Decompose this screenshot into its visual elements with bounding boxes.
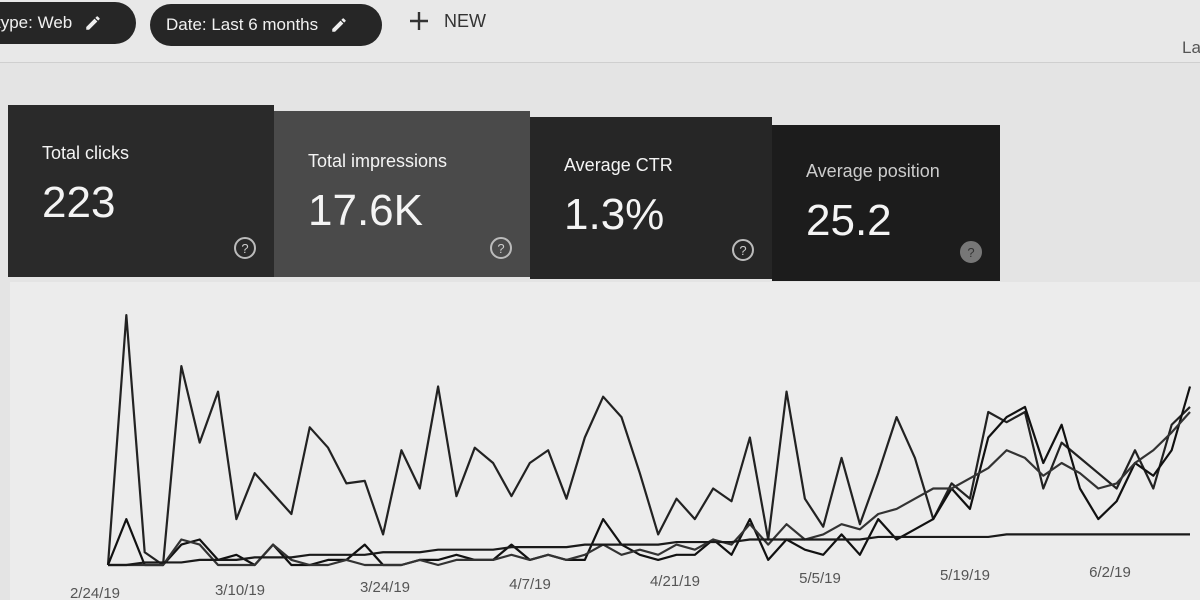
metric-cards: Total clicks 223 ? Total impressions 17.… — [8, 105, 1000, 281]
card-average-position[interactable]: Average position 25.2 ? — [772, 125, 1000, 281]
x-tick-label: 6/2/19 — [1089, 564, 1131, 581]
performance-chart: 2/24/19 3/10/19 3/24/19 4/7/19 4/21/19 5/5/19… — [10, 282, 1200, 600]
card-value: 17.6K — [308, 186, 423, 235]
series-line-2 — [106, 386, 1192, 567]
filter-chip-type[interactable]: type: Web — [0, 2, 136, 44]
filter-chip-date[interactable]: Date: Last 6 months — [150, 4, 382, 46]
x-tick-label: 3/10/19 — [215, 582, 265, 599]
card-total-impressions[interactable]: Total impressions 17.6K ? — [274, 111, 530, 277]
card-label: Total clicks — [42, 143, 130, 163]
card-label: Average position — [806, 161, 940, 181]
new-label: NEW — [444, 10, 486, 31]
card-label: Total impressions — [308, 151, 448, 171]
help-icon[interactable]: ? — [960, 241, 982, 263]
help-icon[interactable]: ? — [732, 239, 754, 261]
x-tick-label: 2/24/19 — [70, 585, 120, 600]
plus-icon — [410, 12, 428, 30]
x-tick-label: 4/21/19 — [650, 573, 700, 590]
x-tick-label: 5/19/19 — [940, 567, 990, 584]
pencil-icon — [332, 18, 346, 32]
card-value: 1.3% — [564, 190, 665, 239]
help-icon[interactable]: ? — [490, 237, 512, 259]
filter-bar: type: Web Date: Last 6 months NEW La — [0, 0, 1200, 63]
series-line-4 — [108, 533, 1190, 567]
x-tick-label: 3/24/19 — [360, 579, 410, 596]
new-filter-button[interactable]: NEW — [408, 10, 486, 32]
filter-label: type: Web — [0, 13, 73, 32]
pencil-icon — [86, 16, 100, 30]
card-value: 25.2 — [806, 196, 892, 245]
x-tick-label: 4/7/19 — [509, 576, 551, 593]
series-line-3 — [108, 411, 1191, 567]
top-right-text: La — [1182, 38, 1200, 57]
x-tick-label: 5/5/19 — [799, 570, 841, 587]
card-label: Average CTR — [564, 155, 673, 175]
series-line-1 — [106, 313, 1191, 567]
card-average-ctr[interactable]: Average CTR 1.3% ? — [530, 117, 772, 279]
card-value: 223 — [42, 178, 116, 227]
help-icon[interactable]: ? — [234, 237, 256, 259]
filter-label: Date: Last 6 months — [166, 15, 319, 34]
line-chart: 2/24/19 3/10/19 3/24/19 4/7/19 4/21/19 5/5/19… — [70, 313, 1192, 600]
card-total-clicks[interactable]: Total clicks 223 ? — [8, 105, 274, 277]
